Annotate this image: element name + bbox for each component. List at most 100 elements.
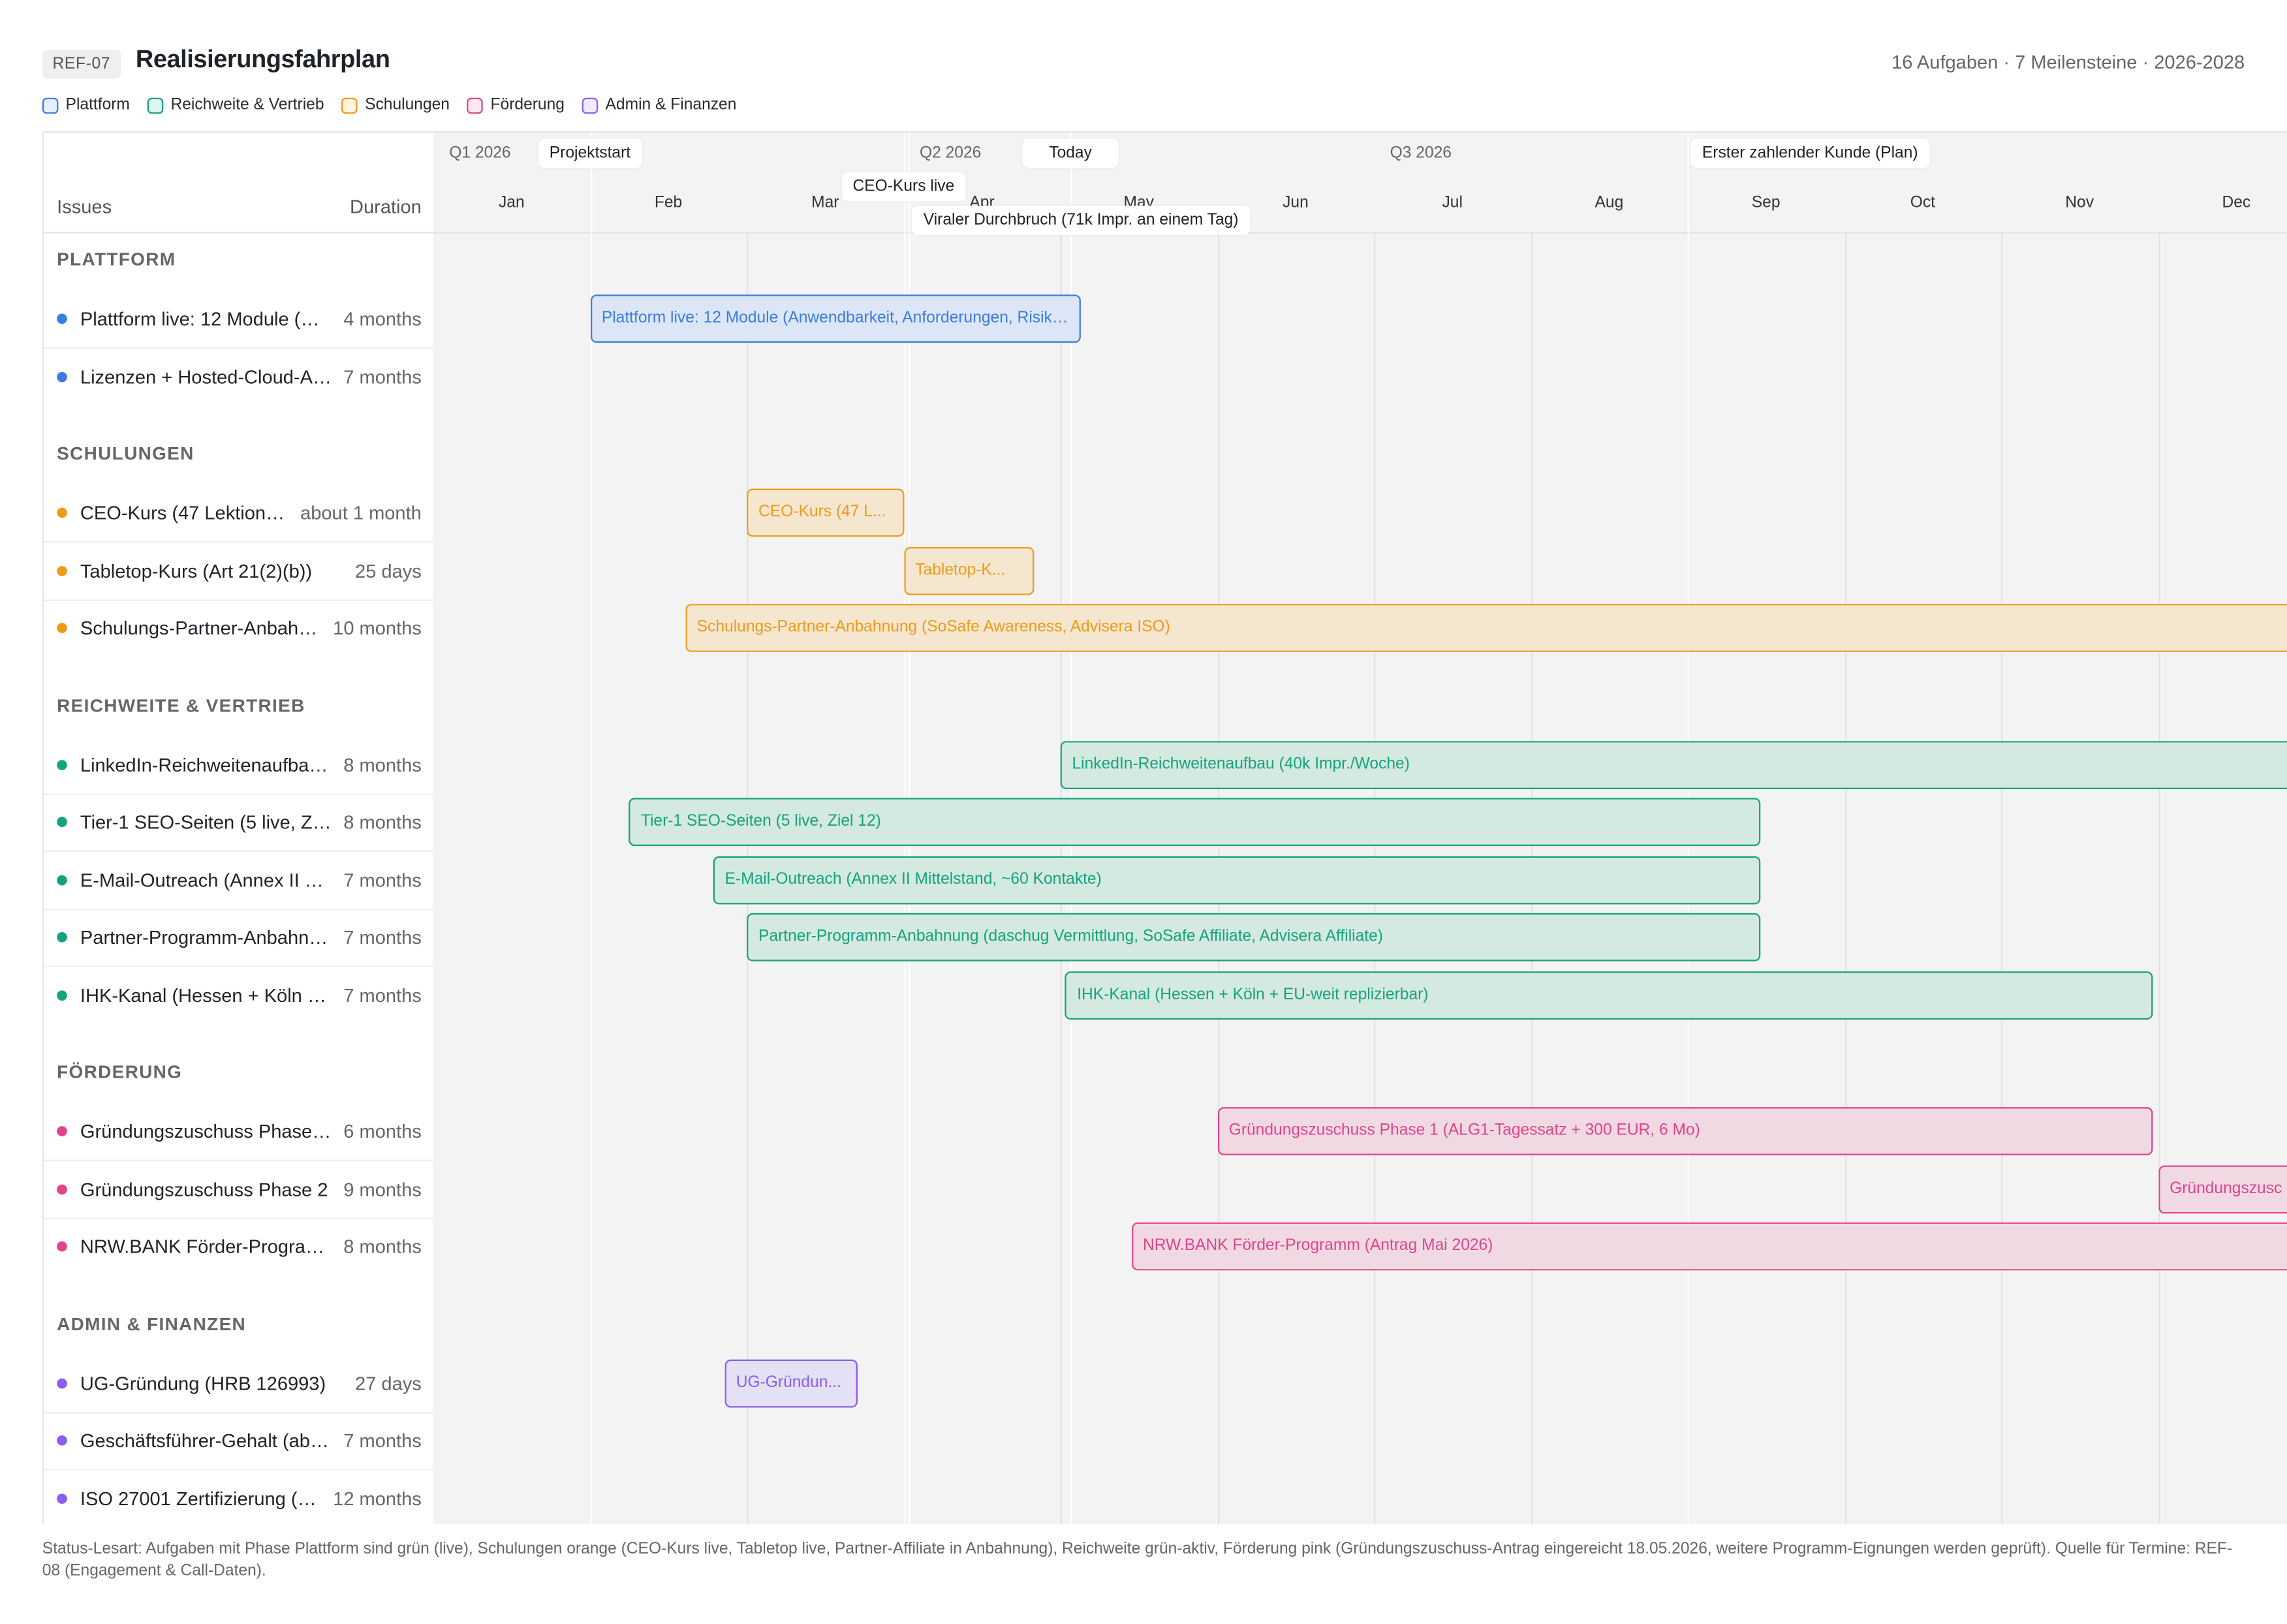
quarter-label: Q3 2026 (1390, 144, 1452, 163)
milestone-label[interactable]: Erster zahlender Kunde (Plan) (1690, 138, 1930, 168)
task-bar[interactable]: CEO-Kurs (47 L... (747, 488, 904, 537)
category-dot (57, 817, 67, 828)
ref-badge: REF-07 (42, 49, 121, 79)
task-bar[interactable]: Partner-Programm-Anbahnung (daschug Verm… (747, 913, 1761, 961)
issue-duration: 6 months (343, 1120, 422, 1142)
issue-row[interactable]: E-Mail-Outreach (Annex II Mittelstand, ~… (44, 851, 435, 910)
task-bar[interactable]: Tabletop-K... (903, 546, 1035, 595)
issue-title: Gründungszuschuss Phase 1 (ALG1-Tagessat… (80, 1120, 332, 1142)
category-dot (57, 565, 67, 576)
issue-row[interactable]: Tier-1 SEO-Seiten (5 live, Ziel 12) 8 mon… (44, 794, 435, 852)
legend-label: Admin & Finanzen (605, 96, 737, 114)
task-bar[interactable]: Tier-1 SEO-Seiten (5 live, Ziel 12) (629, 798, 1761, 847)
issue-title: Schulungs-Partner-Anbahnung (SoSafe Awar… (80, 617, 322, 639)
issue-duration: 12 months (333, 1487, 422, 1509)
legend-label: Förderung (490, 96, 565, 114)
footnote: Status-Lesart: Aufgaben mit Phase Plattf… (42, 1540, 2233, 1580)
issue-duration: 8 months (343, 753, 422, 775)
issue-row[interactable]: IHK-Kanal (Hessen + Köln + EU-weit repli… (44, 966, 435, 1023)
task-bar[interactable]: IHK-Kanal (Hessen + Köln + EU-weit repli… (1065, 971, 2153, 1019)
legend-item[interactable]: Plattform (42, 96, 130, 114)
category-dot (57, 507, 67, 518)
legend-label: Schulungen (365, 96, 450, 114)
group-header: ADMIN & FINANZEN (57, 1313, 247, 1334)
issue-duration: 4 months (343, 307, 422, 330)
issue-title: Tabletop-Kurs (Art 21(2)(b)) (80, 559, 313, 582)
category-dot (57, 623, 67, 633)
legend-label: Reichweite & Vertrieb (170, 96, 324, 114)
issue-row[interactable]: ISO 27001 Zertifizierung (Vorbereitung) 1… (44, 1469, 435, 1524)
month-label: Nov (2065, 194, 2094, 212)
task-bar[interactable]: NRW.BANK Förder-Programm (Antrag Mai 202… (1131, 1222, 2287, 1271)
legend-item[interactable]: Förderung (467, 96, 565, 114)
task-bar[interactable]: Plattform live: 12 Module (Anwendbarkeit… (589, 294, 1081, 343)
issue-title: E-Mail-Outreach (Annex II Mittelstand, ~… (80, 868, 332, 891)
task-bar[interactable]: Gründungszusc (2158, 1164, 2287, 1213)
issue-row[interactable]: NRW.BANK Förder-Programm (Antrag Mai 202… (44, 1218, 435, 1275)
task-bar[interactable]: Gründungszuschuss Phase 1 (ALG1-Tagessat… (1217, 1107, 2153, 1155)
gantt-chart: Issues Duration PLATTFORM Plattform live:… (42, 131, 2287, 1525)
month-label: Aug (1595, 194, 1624, 212)
task-bar[interactable]: Schulungs-Partner-Anbahnung (SoSafe Awar… (685, 604, 2287, 652)
milestone-line (589, 133, 592, 1525)
month-label: Jul (1442, 194, 1463, 212)
duration-column-header: Duration (350, 195, 422, 217)
issue-duration: 8 months (343, 811, 422, 834)
quarter-label: Q2 2026 (919, 144, 982, 163)
task-bar[interactable]: LinkedIn-Reichweitenaufbau (40k Impr./Wo… (1060, 740, 2287, 789)
issue-duration: 10 months (333, 617, 422, 639)
issue-row[interactable]: Schulungs-Partner-Anbahnung (SoSafe Awar… (44, 599, 435, 656)
issue-duration: 7 months (343, 984, 422, 1006)
issue-row[interactable]: CEO-Kurs (47 Lektionen) about 1 month (44, 484, 435, 543)
group-header: PLATTFORM (57, 249, 176, 270)
issue-list-panel: Issues Duration PLATTFORM Plattform live:… (42, 133, 437, 1525)
issue-row[interactable]: Gründungszuschuss Phase 2 9 months (44, 1161, 435, 1219)
issue-row[interactable]: Plattform live: 12 Module (Anwendbarkeit… (44, 290, 435, 349)
legend-item[interactable]: Admin & Finanzen (582, 96, 737, 114)
issue-row[interactable]: Geschäftsführer-Gehalt (ab Q3) 7 months (44, 1412, 435, 1471)
quarter-label: Q1 2026 (449, 144, 511, 163)
issue-title: ISO 27001 Zertifizierung (Vorbereitung) (80, 1487, 321, 1509)
month-gridline (1844, 232, 1846, 1525)
milestone-label[interactable]: Projektstart (537, 138, 642, 168)
issue-duration: 7 months (343, 926, 422, 948)
issue-title: Plattform live: 12 Module (Anwendbarkeit… (80, 307, 332, 330)
milestone-label[interactable]: Viraler Durchbruch (71k Impr. an einem T… (911, 206, 1251, 235)
group-header: REICHWEITE & VERTRIEB (57, 695, 305, 716)
category-dot (57, 1241, 67, 1252)
issue-duration: 8 months (343, 1235, 422, 1258)
category-dot (57, 874, 67, 885)
category-dot (57, 371, 67, 382)
milestone-label[interactable]: Today (1022, 138, 1119, 168)
legend: Plattform Reichweite & Vertrieb Schulungen… (42, 96, 737, 114)
month-label: Sep (1751, 194, 1781, 212)
issue-row[interactable]: Gründungszuschuss Phase 1 (ALG1-Tagessat… (44, 1102, 435, 1161)
month-label: Jun (1283, 194, 1309, 212)
category-dot (57, 1183, 67, 1195)
issue-row[interactable]: Tabletop-Kurs (Art 21(2)(b)) 25 days (44, 542, 435, 601)
legend-item[interactable]: Schulungen (341, 96, 450, 114)
category-dot (57, 1126, 67, 1136)
issue-row[interactable]: Lizenzen + Hosted-Cloud-Angebot 7 months (44, 348, 435, 405)
legend-item[interactable]: Reichweite & Vertrieb (147, 96, 324, 114)
issue-duration: 7 months (343, 365, 422, 388)
month-label: Jan (498, 194, 525, 212)
month-label: Oct (1910, 194, 1936, 212)
category-dot (57, 759, 67, 770)
legend-label: Plattform (65, 96, 130, 114)
month-gridline (2158, 232, 2160, 1525)
milestone-label[interactable]: CEO-Kurs live (841, 172, 967, 202)
category-dot (57, 313, 67, 324)
issue-row[interactable]: Partner-Programm-Anbahnung (daschug Verm… (44, 909, 435, 967)
header-divider (44, 232, 435, 234)
issue-row[interactable]: LinkedIn-Reichweitenaufbau (40k Impr./Wo… (44, 736, 435, 794)
group-header: SCHULUNGEN (57, 443, 194, 464)
issue-duration: 9 months (343, 1178, 422, 1200)
task-bar[interactable]: UG-Gründun... (724, 1358, 858, 1407)
issue-title: CEO-Kurs (47 Lektionen) (80, 501, 289, 524)
issue-row[interactable]: UG-Gründung (HRB 126993) 27 days (44, 1354, 435, 1413)
issue-title: IHK-Kanal (Hessen + Köln + EU-weit repli… (80, 984, 332, 1006)
task-bar[interactable]: E-Mail-Outreach (Annex II Mittelstand, ~… (713, 855, 1761, 904)
